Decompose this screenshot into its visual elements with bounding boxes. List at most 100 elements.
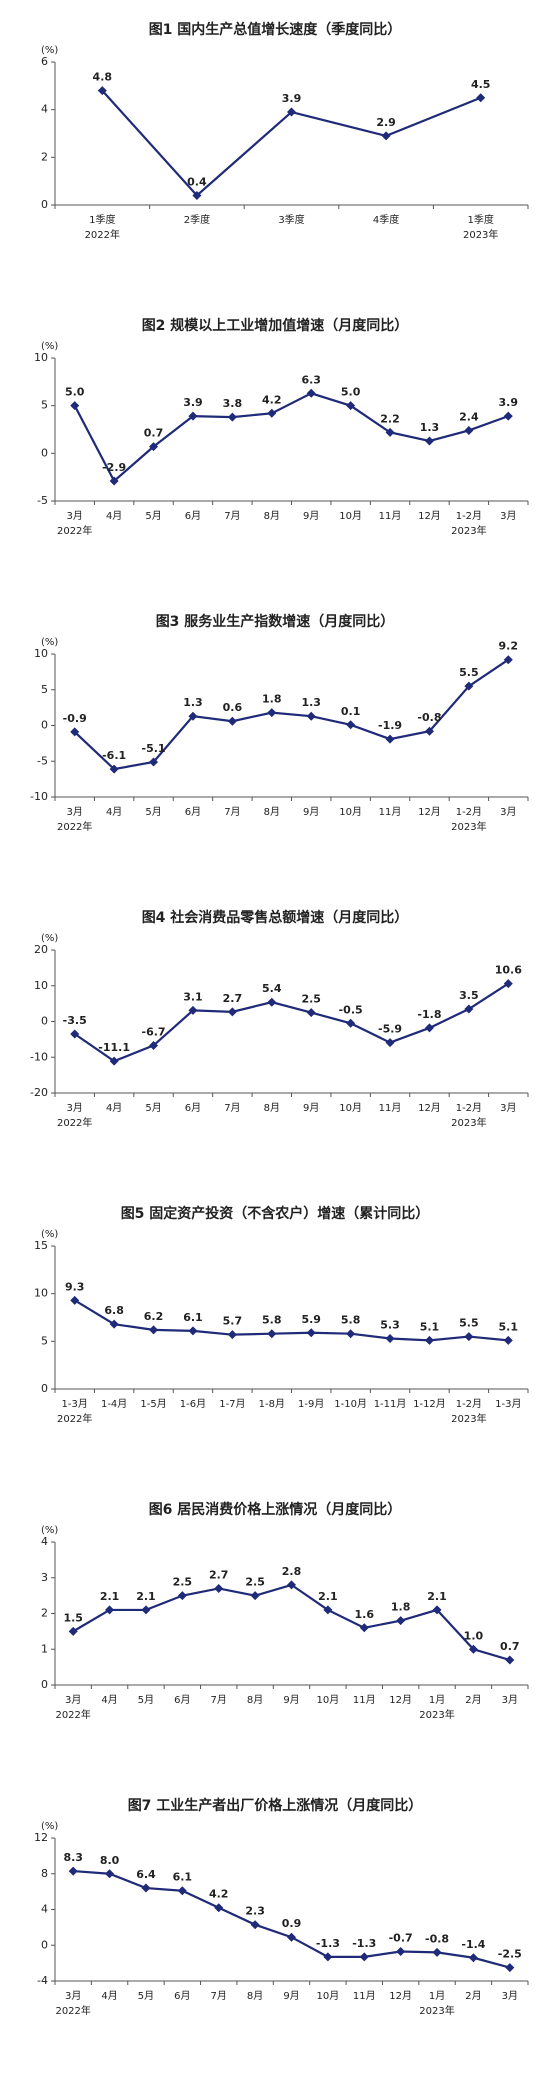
x-tick-label: 1-3月 xyxy=(62,1398,88,1410)
x-tick-label: 9月 xyxy=(303,510,319,522)
y-tick-label: 20 xyxy=(34,943,48,956)
x-tick-label: 8月 xyxy=(264,1102,280,1114)
x-tick-label: 4月 xyxy=(101,1694,117,1706)
year-label: 2023年 xyxy=(451,1412,486,1425)
year-label: 2023年 xyxy=(451,524,486,537)
x-tick-label: 7月 xyxy=(211,1694,227,1706)
data-label: 5.4 xyxy=(262,982,282,995)
data-point xyxy=(68,1866,78,1876)
data-label: 2.3 xyxy=(245,1905,265,1918)
x-tick-label: 8月 xyxy=(247,1990,263,2002)
data-point xyxy=(385,734,395,744)
data-label: 2.9 xyxy=(376,116,396,129)
data-point xyxy=(432,1605,442,1615)
x-tick-label: 4月 xyxy=(101,1990,117,2002)
data-label: 0.4 xyxy=(187,175,207,188)
x-tick-label: 8月 xyxy=(264,806,280,818)
data-point xyxy=(188,1005,198,1015)
y-tick-label: 5 xyxy=(41,683,48,696)
x-tick-label: 3月 xyxy=(502,1990,518,2002)
year-label: 2022年 xyxy=(57,820,92,833)
data-label: 4.2 xyxy=(262,393,282,406)
data-label: -6.7 xyxy=(142,1025,166,1038)
y-tick-label: 6 xyxy=(41,55,48,68)
data-label: -0.7 xyxy=(389,1932,413,1945)
x-tick-label: 3月 xyxy=(502,1694,518,1706)
y-tick-label: 0 xyxy=(41,1678,48,1691)
x-tick-label: 3月 xyxy=(65,1990,81,2002)
x-tick-label: 2月 xyxy=(465,1694,481,1706)
data-label: 1.3 xyxy=(183,696,203,709)
data-label: 0.7 xyxy=(500,1640,520,1653)
data-point xyxy=(306,1328,316,1338)
x-tick-label: 12月 xyxy=(418,1102,441,1114)
data-point xyxy=(396,1616,406,1626)
x-tick-label: 1-8月 xyxy=(259,1398,285,1410)
year-label: 2022年 xyxy=(57,524,92,537)
y-tick-label: 3 xyxy=(41,1571,48,1584)
data-point xyxy=(346,1329,356,1339)
data-label: 4.5 xyxy=(471,78,491,91)
data-point xyxy=(149,1325,159,1335)
data-label: 3.9 xyxy=(282,92,302,105)
unit-label: (%) xyxy=(41,1229,58,1240)
x-tick-label: 2季度 xyxy=(184,213,210,226)
data-point xyxy=(214,1583,224,1593)
data-label: 5.9 xyxy=(301,1313,321,1326)
y-tick-label: 10 xyxy=(34,979,48,992)
data-point xyxy=(464,1332,474,1342)
data-line xyxy=(101,89,482,198)
year-label: 2022年 xyxy=(85,228,120,241)
data-label: 2.5 xyxy=(301,993,321,1006)
unit-label: (%) xyxy=(41,933,58,944)
data-label: 2.7 xyxy=(209,1568,229,1581)
y-tick-label: 10 xyxy=(34,351,48,364)
data-point xyxy=(346,1018,356,1028)
data-point xyxy=(424,1023,434,1033)
data-point xyxy=(381,131,391,141)
data-point xyxy=(306,711,316,721)
x-tick-label: 6月 xyxy=(174,1694,190,1706)
data-point xyxy=(267,408,277,418)
data-point xyxy=(188,411,198,421)
x-tick-label: 8月 xyxy=(247,1694,263,1706)
x-tick-label: 1-2月 xyxy=(456,1102,482,1114)
year-label: 2022年 xyxy=(57,1412,92,1425)
data-point xyxy=(70,727,80,737)
data-label: -1.8 xyxy=(417,1008,441,1021)
y-tick-label: -10 xyxy=(30,1050,48,1063)
data-point xyxy=(227,1007,237,1017)
data-point xyxy=(105,1869,115,1879)
x-tick-label: 4月 xyxy=(106,510,122,522)
data-point xyxy=(141,1883,151,1893)
data-label: 8.3 xyxy=(63,1851,83,1864)
data-point xyxy=(505,1655,515,1665)
y-tick-label: -20 xyxy=(30,1086,48,1099)
chart-title: 图6 居民消费价格上涨情况（月度同比） xyxy=(149,1501,402,1518)
data-label: 4.8 xyxy=(93,71,113,84)
data-point xyxy=(250,1591,260,1601)
data-label: 3.9 xyxy=(499,396,519,409)
x-tick-label: 3月 xyxy=(500,1102,516,1114)
data-point xyxy=(149,442,159,452)
x-tick-label: 10月 xyxy=(339,510,362,522)
y-tick-label: 4 xyxy=(41,103,48,116)
year-label: 2022年 xyxy=(55,2004,90,2017)
data-label: -2.9 xyxy=(102,461,126,474)
unit-label: (%) xyxy=(41,637,58,648)
data-label: 5.1 xyxy=(420,1320,440,1333)
data-point xyxy=(464,1004,474,1014)
y-tick-label: 2 xyxy=(41,1607,48,1620)
x-tick-label: 12月 xyxy=(389,1694,412,1706)
x-tick-label: 9月 xyxy=(303,1102,319,1114)
year-label: 2023年 xyxy=(419,1708,454,1721)
data-label: 1.8 xyxy=(391,1601,411,1614)
data-label: 5.1 xyxy=(499,1320,519,1333)
data-point xyxy=(503,1335,513,1345)
data-label: 0.7 xyxy=(144,427,164,440)
chart-title: 图5 固定资产投资（不含农户）增速（累计同比） xyxy=(121,1205,430,1222)
data-point xyxy=(385,1333,395,1343)
x-tick-label: 11月 xyxy=(379,806,402,818)
y-tick-label: 1 xyxy=(41,1642,48,1655)
x-tick-label: 12月 xyxy=(389,1990,412,2002)
